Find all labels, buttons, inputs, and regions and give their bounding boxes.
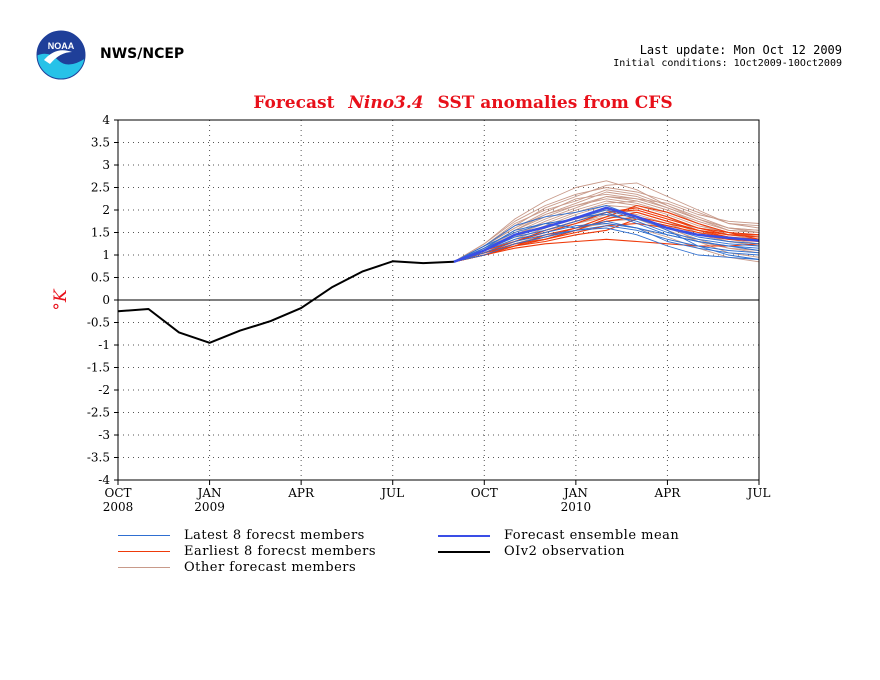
other-member-line	[453, 187, 760, 263]
last-update: Last update: Mon Oct 12 2009	[639, 43, 842, 57]
noaa-logo: NOAA	[36, 30, 86, 80]
legend: Latest 8 forecst members Earliest 8 fore…	[118, 528, 758, 578]
latest-member-line	[453, 225, 760, 263]
plot-frame	[117, 119, 760, 481]
y-axis-label: °K	[51, 288, 71, 311]
ensemble-mean	[453, 206, 760, 263]
observation	[117, 260, 454, 344]
legend-obs: OIv2 observation	[438, 544, 625, 559]
agency-name: NWS/NCEP	[100, 46, 185, 62]
title-italic: Nino3.4	[347, 93, 423, 113]
y-tick-labels: -4 -3.5 -3 -2.5 -2 -1.5 -1 -0.5 0 0.5 1 1.5 2 2.5 3 3.5…	[87, 113, 118, 487]
title-suffix: SST anomalies from CFS	[438, 93, 673, 113]
earliest-member-line	[453, 211, 760, 263]
latest-member-line	[453, 227, 760, 263]
x-tick-label: JUL	[746, 486, 771, 500]
earliest-members	[453, 204, 760, 263]
y-tick-label: -2.5	[87, 406, 110, 420]
other-member-line	[453, 189, 760, 263]
legend-earliest: Earliest 8 forecst members	[118, 544, 376, 559]
y-tick-label: -3	[98, 428, 110, 442]
x-tick-label: JAN	[562, 486, 588, 500]
y-tick-label: -3.5	[87, 451, 110, 465]
y-tick-label: 3.5	[91, 136, 110, 150]
x-tick-year: 2009	[194, 500, 225, 514]
y-tick-label: -4	[98, 473, 110, 487]
legend-swatch-mean	[438, 534, 490, 537]
x-tick-label: APR	[654, 486, 682, 500]
legend-swatch-other	[118, 567, 170, 568]
legend-earliest-label: Earliest 8 forecst members	[184, 544, 376, 559]
y-tick-label: 4	[102, 113, 110, 127]
legend-latest: Latest 8 forecst members	[118, 528, 365, 543]
legend-latest-label: Latest 8 forecst members	[184, 528, 365, 543]
x-tick-label: JAN	[196, 486, 222, 500]
y-tick-label: -1	[98, 338, 110, 352]
earliest-member-line	[453, 238, 760, 263]
ensemble-mean-line	[453, 206, 760, 263]
logo-bird	[44, 50, 72, 64]
x-tick-label: JUL	[379, 486, 404, 500]
y-tick-label: -1.5	[87, 361, 110, 375]
y-tick-label: 0	[102, 293, 110, 307]
y-tick-label: -0.5	[87, 316, 110, 330]
initial-conditions: Initial conditions: 1Oct2009-10Oct2009	[613, 58, 842, 69]
title-prefix: Forecast	[253, 93, 334, 113]
latest-member-line	[453, 205, 760, 263]
legend-other-label: Other forecast members	[184, 560, 357, 575]
y-tick-label: 0.5	[91, 271, 110, 285]
logo-text: NOAA	[48, 41, 75, 51]
y-tick-label: 2.5	[91, 181, 110, 195]
y-tick-label: 1	[102, 248, 110, 262]
y-tick-label: 3	[102, 158, 110, 172]
legend-swatch-earliest	[118, 551, 170, 552]
y-tick-label: 1.5	[91, 226, 110, 240]
legend-mean-label: Forecast ensemble mean	[504, 528, 680, 543]
legend-obs-label: OIv2 observation	[504, 544, 625, 559]
x-tick-label: OCT	[104, 486, 131, 500]
legend-mean: Forecast ensemble mean	[438, 528, 679, 543]
x-tick-label: OCT	[471, 486, 498, 500]
grid-lines	[118, 120, 759, 480]
legend-other: Other forecast members	[118, 560, 356, 575]
latest-member-line	[453, 209, 760, 263]
legend-swatch-obs	[438, 550, 490, 553]
update-info: Last update: Mon Oct 12 2009 Initial con…	[613, 44, 842, 70]
x-tick-label: APR	[287, 486, 315, 500]
x-tick-year: 2010	[561, 500, 592, 514]
y-tick-label: -2	[98, 383, 110, 397]
latest-member-line	[453, 223, 760, 263]
x-tick-year: 2008	[103, 500, 134, 514]
observation-line	[117, 260, 454, 344]
chart-title: Forecast Nino3.4 SST anomalies from CFS	[253, 93, 672, 113]
latest-member-line	[453, 220, 760, 263]
earliest-member-line	[453, 204, 760, 263]
y-tick-label: 2	[102, 203, 110, 217]
legend-swatch-latest	[118, 535, 170, 536]
